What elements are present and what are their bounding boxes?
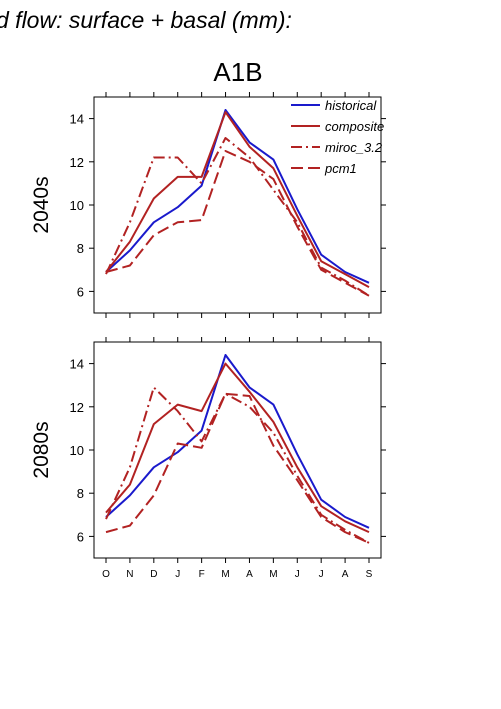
panel-label: 2080s xyxy=(30,421,53,478)
series-line-pcm1 xyxy=(105,150,370,297)
series-line-pcm1 xyxy=(105,392,370,544)
legend-label-miroc_3.2: miroc_3.2 xyxy=(325,140,383,155)
y-tick-label: 8 xyxy=(77,241,84,256)
x-tick-label: J xyxy=(175,569,180,580)
series-line-miroc_3.2 xyxy=(105,386,370,544)
x-tick-label: D xyxy=(150,569,157,580)
y-tick-label: 14 xyxy=(70,357,84,372)
y-tick-label: 10 xyxy=(70,198,84,213)
y-tick-label: 10 xyxy=(70,443,84,458)
series-line-miroc_3.2 xyxy=(105,137,370,297)
y-tick-label: 12 xyxy=(70,155,84,170)
chart-panels: 6 8 10 12 14 2040s historical composite miroc_3.… xyxy=(30,92,386,580)
x-tick-label: J xyxy=(319,569,324,580)
x-tick-label: A xyxy=(246,569,253,580)
y-tick-label: 6 xyxy=(77,284,84,299)
x-tick-label: A xyxy=(342,569,349,580)
panel-2040s: 6 8 10 12 14 2040s historical composite miroc_3.… xyxy=(30,92,386,318)
panel-2080s: 6 8 10 12 14 O N D J F M A M J J A S 2080s xyxy=(30,337,386,580)
legend-label-composite: composite xyxy=(325,119,384,134)
figure-title: d flow: surface + basal (mm): xyxy=(0,7,292,33)
panel-label: 2040s xyxy=(30,176,53,233)
x-tick-label: M xyxy=(269,569,277,580)
series-line-composite xyxy=(105,362,370,534)
series-line-historical xyxy=(105,354,370,529)
series-line-historical xyxy=(105,109,370,284)
y-tick-label: 8 xyxy=(77,486,84,501)
x-tick-label: J xyxy=(295,569,300,580)
x-tick-label: S xyxy=(366,569,373,580)
x-tick-label: M xyxy=(221,569,229,580)
y-tick-label: 14 xyxy=(70,112,84,127)
scenario-title: A1B xyxy=(213,57,262,87)
series-line-composite xyxy=(105,111,370,288)
x-tick-label: F xyxy=(199,569,205,580)
y-tick-label: 6 xyxy=(77,529,84,544)
legend-label-historical: historical xyxy=(325,98,377,113)
x-tick-label: O xyxy=(102,569,110,580)
y-tick-label: 12 xyxy=(70,400,84,415)
legend-label-pcm1: pcm1 xyxy=(324,161,357,176)
x-tick-label: N xyxy=(126,569,133,580)
legend: historical composite miroc_3.2 pcm1 xyxy=(291,98,384,176)
